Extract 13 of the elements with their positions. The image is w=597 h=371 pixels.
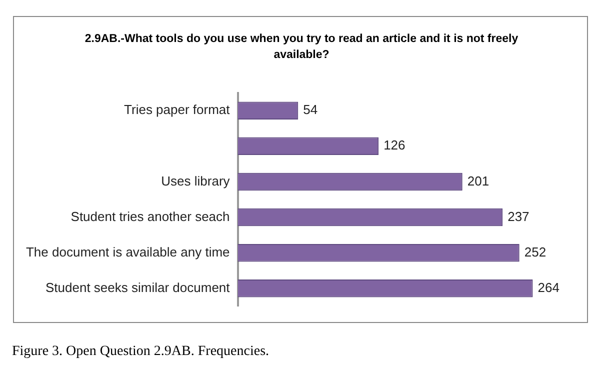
y-tick-label: Tries paper format [124,102,230,118]
y-tick-label: The document is available any time [26,244,230,260]
data-label: 252 [524,244,546,260]
data-label: 126 [384,138,406,153]
y-tick-label: Student seeks similar document [46,280,230,295]
data-label: 54 [303,102,318,118]
data-label: 201 [467,173,490,188]
data-label: 264 [538,280,560,295]
y-tick-label: Student tries another seach [70,208,230,224]
data-label: 237 [508,208,530,224]
caption: Figure 3. Open Question 2.9AB. Frequencies. [12,344,270,360]
chart-title: 2.9AB.-What tools do you use when you try to read an article and it is not freely available? [84,32,520,63]
y-tick-label: Uses library [161,173,230,188]
